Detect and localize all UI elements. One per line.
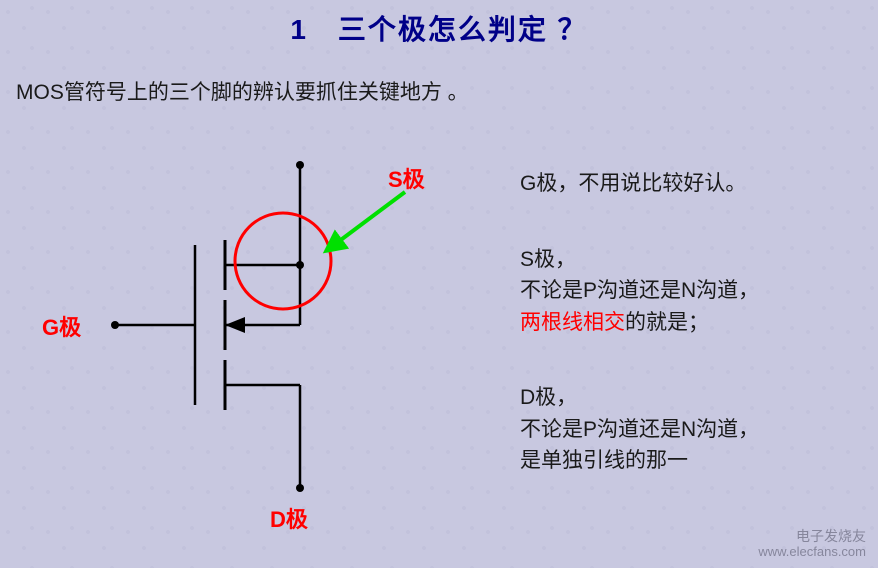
s-label: S极 xyxy=(388,162,425,194)
watermark-url: www.elecfans.com xyxy=(758,544,866,560)
title-text: 三个极怎么判定 ？ xyxy=(338,14,588,45)
d-label: D极 xyxy=(270,502,308,534)
title-number: 1 xyxy=(290,14,308,45)
g-text: G极，不用说比较好认。 xyxy=(520,172,746,195)
subtitle-text: MOS管符号上的三个脚的辨认要抓住关键地方 。 xyxy=(16,76,878,106)
s-explanation: S极， 不论是P沟道还是N沟道， 两根线相交的就是； xyxy=(520,244,870,339)
s-text-3-rest: 的就是； xyxy=(625,311,709,334)
mosfet-svg xyxy=(0,130,500,560)
watermark-cn: 电子发烧友 xyxy=(758,528,866,545)
s-text-2: 不论是P沟道还是N沟道， xyxy=(520,279,759,302)
d-text-3: 是单独引线的那一 xyxy=(520,449,688,472)
d-text-1: D极， xyxy=(520,386,577,409)
s-text-1: S极， xyxy=(520,248,576,271)
d-text-2: 不论是P沟道还是N沟道， xyxy=(520,418,759,441)
page-title: 1 三个极怎么判定 ？ xyxy=(0,0,878,48)
g-explanation: G极，不用说比较好认。 xyxy=(520,168,870,200)
s-text-3-red: 两根线相交 xyxy=(520,311,625,334)
watermark: 电子发烧友 www.elecfans.com xyxy=(758,528,866,560)
explanation-column: G极，不用说比较好认。 S极， 不论是P沟道还是N沟道， 两根线相交的就是； D… xyxy=(520,168,870,521)
d-explanation: D极， 不论是P沟道还是N沟道， 是单独引线的那一 xyxy=(520,382,870,477)
mosfet-diagram: S极 G极 D极 xyxy=(0,130,500,560)
g-label: G极 xyxy=(42,310,81,342)
